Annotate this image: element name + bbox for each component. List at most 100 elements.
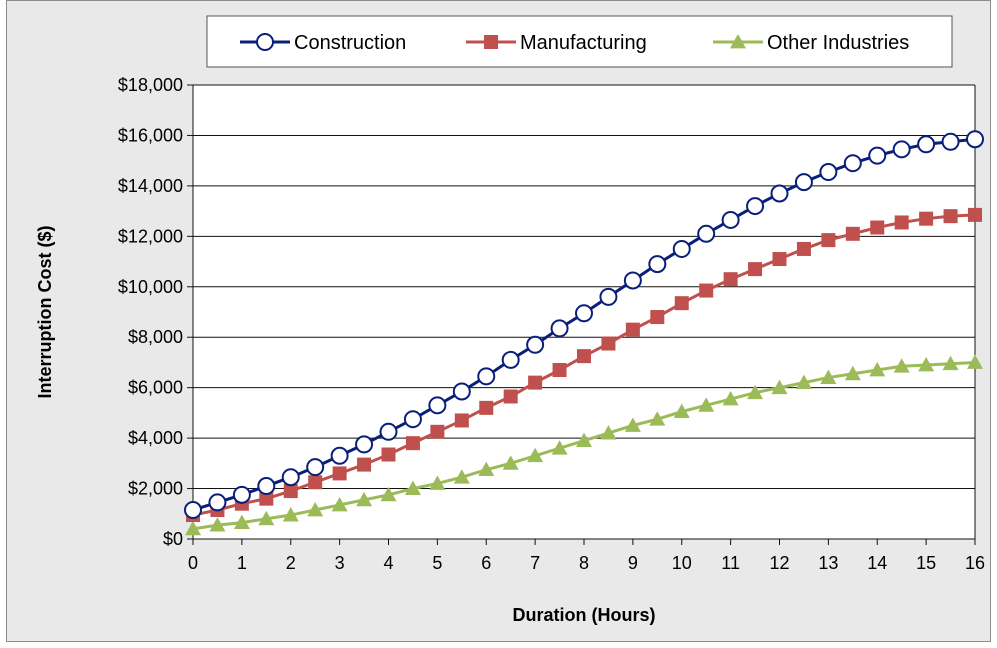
- data-point-construction: [330, 446, 349, 465]
- data-point-manufacturing: [821, 233, 836, 248]
- data-point-construction: [257, 477, 276, 496]
- legend-marker-other-industries: [730, 34, 746, 49]
- x-tick-label: 7: [530, 553, 540, 573]
- data-point-other-industries: [918, 356, 935, 372]
- data-point-manufacturing: [601, 336, 616, 351]
- x-tick-label: 16: [965, 553, 985, 573]
- x-tick-label: 9: [628, 553, 638, 573]
- data-point-other-industries: [942, 355, 959, 371]
- data-point-construction: [526, 335, 545, 354]
- data-point-manufacturing: [332, 466, 347, 481]
- data-point-other-industries: [747, 384, 764, 400]
- data-point-manufacturing: [943, 209, 958, 224]
- data-point-construction: [672, 239, 691, 258]
- series-construction: [184, 130, 984, 519]
- legend-label-manufacturing: Manufacturing: [520, 32, 647, 54]
- data-point-other-industries: [356, 491, 373, 507]
- y-tick-label: $6,000: [128, 378, 183, 398]
- data-point-manufacturing: [381, 447, 396, 462]
- data-point-other-industries: [551, 440, 568, 455]
- data-point-construction: [501, 350, 520, 369]
- x-tick-label: 2: [286, 553, 296, 573]
- series-layer: [184, 130, 984, 536]
- data-point-manufacturing: [528, 375, 543, 390]
- data-point-manufacturing: [405, 436, 420, 451]
- x-tick-label: 0: [188, 553, 198, 573]
- data-point-manufacturing: [845, 226, 860, 241]
- x-tick-label: 13: [818, 553, 838, 573]
- line-chart: $0 $2,000 $4,000 $6,000 $8,000 $10,000 $12,000…: [35, 15, 985, 625]
- legend-item-construction: Construction: [240, 32, 406, 54]
- data-point-other-industries: [576, 432, 592, 448]
- data-point-construction: [843, 154, 862, 173]
- data-point-construction: [379, 422, 398, 441]
- data-point-other-industries: [844, 365, 861, 381]
- data-point-construction: [917, 135, 936, 154]
- y-tick-label: $18,000: [118, 75, 183, 95]
- data-point-other-industries: [185, 520, 201, 536]
- x-tick-label: 11: [721, 553, 740, 573]
- data-point-other-industries: [233, 514, 250, 530]
- legend-box: [206, 15, 953, 68]
- legend-item-manufacturing: Manufacturing: [466, 32, 647, 54]
- x-tick-label: 5: [432, 553, 442, 573]
- data-point-other-industries: [307, 501, 324, 517]
- axes: $0 $2,000 $4,000 $6,000 $8,000 $10,000 $12,000…: [118, 75, 985, 573]
- data-point-manufacturing: [454, 413, 469, 428]
- data-point-other-industries: [502, 455, 519, 470]
- data-point-other-industries: [258, 510, 275, 526]
- data-point-construction: [721, 210, 740, 229]
- data-point-construction: [941, 132, 960, 151]
- x-tick-label: 1: [237, 553, 247, 573]
- x-axis-title: Duration (Hours): [513, 605, 656, 625]
- data-point-construction: [428, 396, 447, 415]
- x-tick-label: 15: [916, 553, 936, 573]
- data-point-construction: [477, 367, 496, 386]
- data-point-construction: [232, 485, 251, 504]
- x-tick-label: 10: [672, 553, 692, 573]
- data-point-construction: [770, 184, 789, 203]
- data-point-construction: [208, 493, 227, 512]
- legend-label-other-industries: Other Industries: [767, 32, 909, 54]
- y-tick-label: $14,000: [118, 176, 183, 196]
- series-other-industries: [185, 354, 983, 536]
- data-point-construction: [794, 173, 813, 192]
- data-point-construction: [892, 140, 911, 159]
- data-point-construction: [697, 224, 716, 243]
- y-tick-label: $8,000: [128, 327, 183, 347]
- data-point-other-industries: [453, 469, 470, 484]
- data-point-other-industries: [478, 461, 495, 477]
- data-point-other-industries: [209, 517, 226, 532]
- data-point-other-industries: [795, 374, 812, 390]
- x-tick-label: 4: [383, 553, 393, 573]
- data-point-manufacturing: [650, 310, 665, 325]
- data-point-other-industries: [820, 369, 837, 384]
- data-point-other-industries: [967, 354, 983, 369]
- data-point-other-industries: [404, 480, 421, 495]
- data-point-manufacturing: [796, 241, 811, 256]
- data-point-other-industries: [624, 417, 641, 432]
- data-point-manufacturing: [870, 220, 885, 235]
- data-point-manufacturing: [430, 424, 445, 439]
- y-axis-title: Interruption Cost ($): [35, 226, 55, 399]
- data-point-manufacturing: [968, 207, 982, 222]
- data-point-manufacturing: [503, 389, 518, 404]
- y-tick-label: $0: [163, 529, 183, 549]
- data-point-construction: [355, 435, 374, 454]
- legend: Construction Manufacturing Other Industrie…: [206, 15, 953, 68]
- data-point-construction: [403, 410, 422, 429]
- data-point-other-industries: [527, 447, 544, 463]
- data-point-manufacturing: [357, 457, 372, 472]
- legend-marker-manufacturing: [484, 35, 498, 49]
- x-tick-label: 3: [335, 553, 345, 573]
- data-point-manufacturing: [577, 349, 591, 364]
- y-tick-label: $4,000: [128, 428, 183, 448]
- data-point-construction: [819, 163, 838, 182]
- data-point-construction: [868, 146, 887, 165]
- data-point-other-industries: [600, 425, 617, 440]
- data-point-manufacturing: [259, 491, 274, 506]
- data-point-construction: [575, 304, 593, 323]
- legend-item-other-industries: Other Industries: [713, 32, 909, 54]
- legend-marker-construction: [256, 33, 274, 51]
- data-point-manufacturing: [723, 272, 738, 287]
